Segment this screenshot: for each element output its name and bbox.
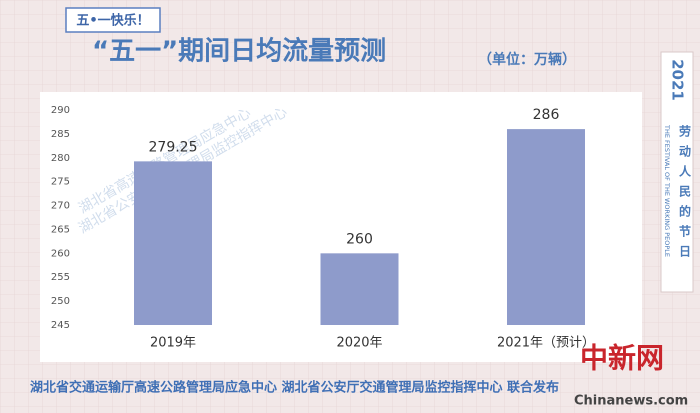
y-tick-label: 265 [51, 224, 70, 235]
y-tick-label: 245 [51, 320, 70, 331]
y-tick-label: 285 [51, 129, 70, 140]
y-tick-label: 290 [51, 105, 70, 116]
badge-box [65, 7, 161, 33]
y-tick-label: 255 [51, 272, 70, 283]
x-tick-label: 2021年（预计） [497, 336, 595, 351]
bar [507, 129, 585, 325]
y-tick-label: 250 [51, 296, 70, 307]
x-tick-label: 2020年 [336, 336, 382, 351]
footer: 湖北省交通运输厅高速公路管理局应急中心 湖北省公安厅交通管理局监控指挥中心 联合… [30, 380, 559, 396]
y-tick-label: 260 [51, 248, 70, 259]
y-tick-label: 280 [51, 153, 70, 164]
value-label: 260 [346, 231, 373, 247]
side-year: 2021 [669, 59, 687, 101]
bar [134, 161, 212, 325]
y-tick-label: 270 [51, 201, 70, 212]
x-tick-label: 2019年 [150, 336, 196, 351]
side-panel [660, 51, 694, 293]
source-logo: 中新网 [580, 342, 664, 375]
chart-title: “五一”期间日均流量预测 [92, 37, 386, 67]
y-tick-label: 275 [51, 177, 70, 188]
chart-subtitle: （单位：万辆） [478, 51, 576, 68]
side-english: THE FESTIVAL OF THE WORKING PEOPLE [663, 124, 671, 257]
source-site: Chinanews.com [574, 394, 688, 409]
side-slogan: 劳动人民的节日 [678, 124, 692, 265]
plot: 245 250 255 260 265 270 275 280 285 290 2019年 279.2… [51, 105, 595, 351]
badge: 五•一快乐！ [76, 13, 149, 29]
value-label: 286 [533, 107, 560, 123]
value-label: 279.25 [149, 139, 198, 155]
bar [320, 253, 399, 325]
